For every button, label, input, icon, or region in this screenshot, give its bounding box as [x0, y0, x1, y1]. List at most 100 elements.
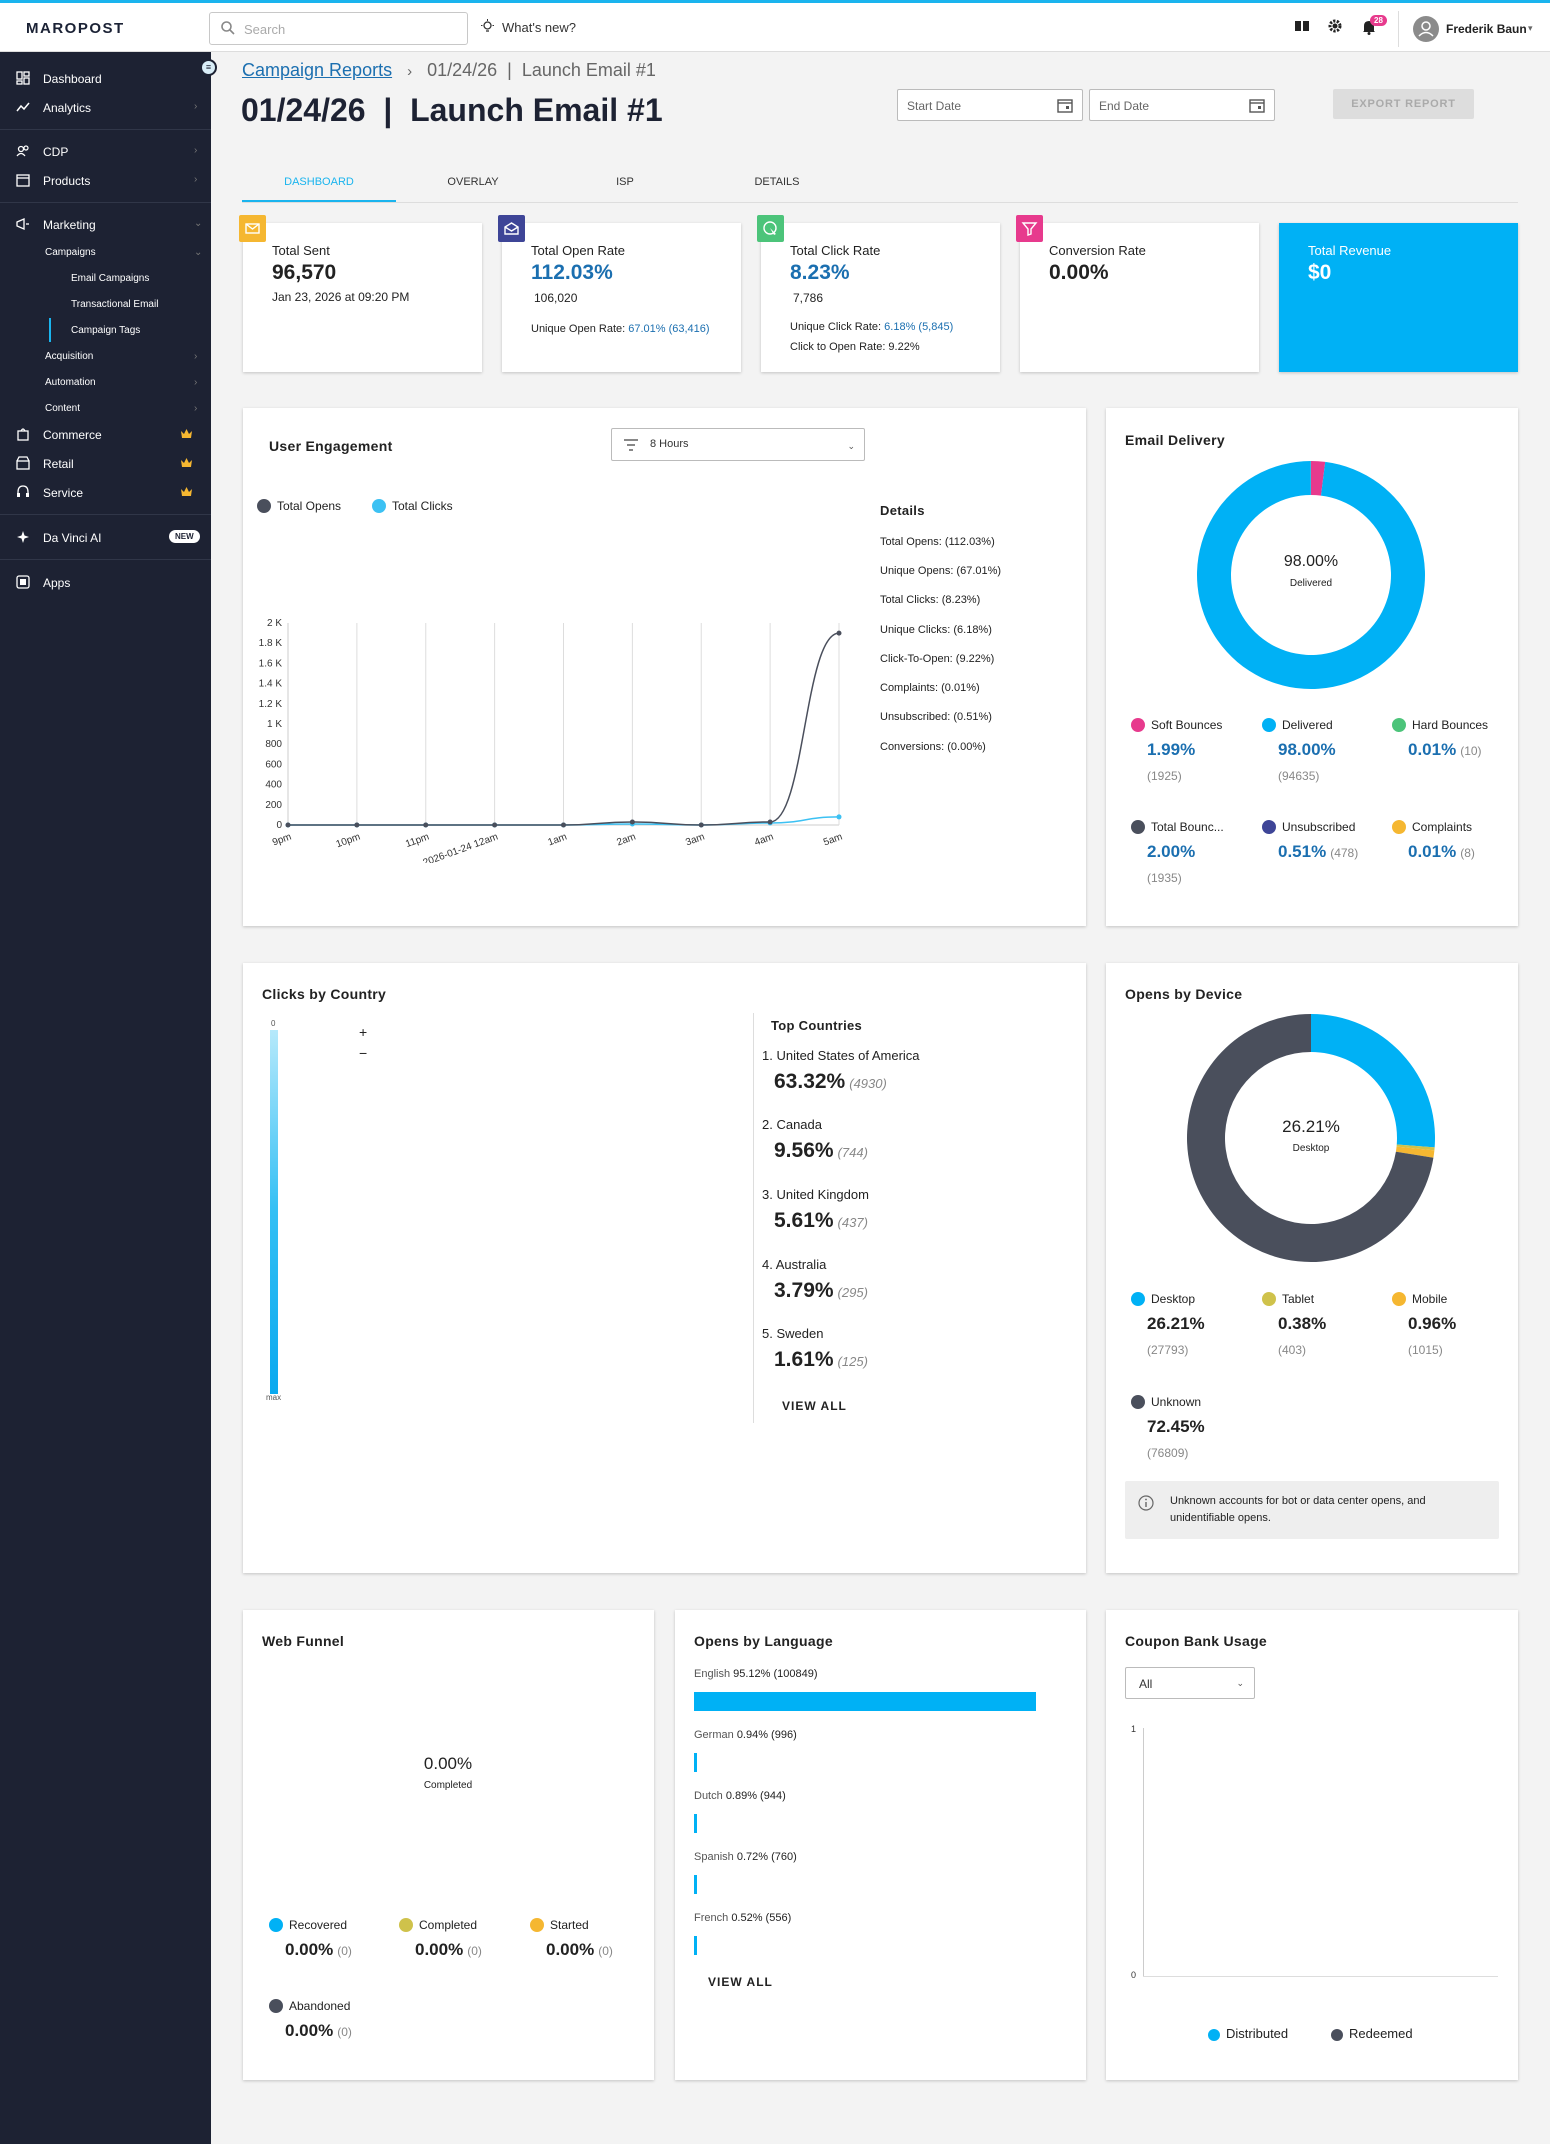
- country-item[interactable]: 4. Australia 3.79% (295): [762, 1257, 868, 1303]
- data-point[interactable]: [629, 819, 635, 825]
- stat-label-text: Complaints: [1412, 820, 1473, 834]
- country-item[interactable]: 3. United Kingdom 5.61% (437): [762, 1187, 869, 1233]
- sidebar: Dashboard Analytics › CDP › Products › M…: [0, 52, 211, 2144]
- legend-distributed[interactable]: Distributed: [1208, 2026, 1288, 2041]
- country-pct: 9.56%: [774, 1139, 834, 1162]
- stat-unknown[interactable]: Unknown 72.45% (76809): [1131, 1395, 1205, 1460]
- stat-hard-bounces[interactable]: Hard Bounces 0.01% (10): [1392, 718, 1488, 760]
- data-point[interactable]: [354, 822, 360, 828]
- stat-value-text: 0.96%: [1408, 1314, 1457, 1333]
- device-donut-chart[interactable]: [1186, 1013, 1436, 1263]
- stat-started[interactable]: Started 0.00% (0): [530, 1918, 613, 1960]
- engagement-line-chart[interactable]: 0 200 400 600 800 1 K 1.2 K 1.4 K 1.6 K 1.8 K 2 K 9…: [243, 593, 903, 863]
- stat-completed[interactable]: Completed 0.00% (0): [399, 1918, 482, 1960]
- data-point[interactable]: [767, 819, 773, 825]
- details-title: Details: [880, 503, 925, 518]
- country-item[interactable]: 1. United States of America 63.32% (4930): [762, 1048, 920, 1094]
- stat-complaints[interactable]: Complaints 0.01% (8): [1392, 820, 1475, 862]
- zoom-in-button[interactable]: +: [359, 1024, 368, 1040]
- breadcrumb-current: 01/24/26 | Launch Email #1: [427, 60, 656, 80]
- breadcrumb-link-campaign-reports[interactable]: Campaign Reports: [242, 60, 393, 80]
- time-range-select[interactable]: 8 Hours ⌄: [611, 428, 865, 461]
- sidebar-toggle-button[interactable]: ≡: [200, 59, 217, 76]
- stat-soft-bounces[interactable]: Soft Bounces 1.99% (1925): [1131, 718, 1222, 783]
- divider: [0, 514, 211, 515]
- country-item[interactable]: 2. Canada 9.56% (744): [762, 1117, 868, 1163]
- series-line[interactable]: [287, 632, 840, 826]
- donut-slice[interactable]: [1187, 1014, 1434, 1262]
- search-input[interactable]: Search: [209, 12, 468, 45]
- view-all-countries-button[interactable]: VIEW ALL: [782, 1399, 847, 1413]
- country-item[interactable]: 5. Sweden 1.61% (125): [762, 1326, 868, 1372]
- legend-total-clicks[interactable]: Total Clicks: [372, 499, 453, 513]
- donut-slice[interactable]: [1395, 1146, 1435, 1158]
- y-tick-label: 1.2 K: [259, 699, 283, 710]
- language-name: German: [694, 1729, 734, 1741]
- stat-abandoned[interactable]: Abandoned 0.00% (0): [269, 1999, 352, 2041]
- web-funnel-card: Web Funnel 0.00% Completed: [243, 1610, 654, 2080]
- y-tick-label: 1 K: [267, 719, 282, 730]
- stat-tablet[interactable]: Tablet 0.38% (403): [1262, 1292, 1326, 1357]
- stat-mobile[interactable]: Mobile 0.96% (1015): [1392, 1292, 1456, 1357]
- kpi-label: Total Sent: [272, 243, 330, 258]
- language-item[interactable]: German 0.94% (996): [694, 1729, 797, 1741]
- user-name[interactable]: Frederik Baun: [1446, 22, 1527, 36]
- whats-new-button[interactable]: What's new?: [480, 19, 576, 35]
- stat-delivered[interactable]: Delivered 98.00% (94635): [1262, 718, 1336, 783]
- language-item[interactable]: French 0.52% (556): [694, 1912, 791, 1924]
- end-date-field[interactable]: End Date: [1089, 89, 1275, 121]
- tab-details[interactable]: DETAILS: [754, 176, 800, 188]
- stat-unsubscribed[interactable]: Unsubscribed 0.51% (478): [1262, 820, 1358, 862]
- language-item[interactable]: Spanish 0.72% (760): [694, 1851, 797, 1863]
- notification-badge: 28: [1370, 15, 1387, 26]
- language-name: English: [694, 1668, 731, 1680]
- delivery-donut-chart[interactable]: [1196, 460, 1426, 690]
- language-bar: [694, 1692, 1036, 1711]
- tab-dashboard[interactable]: DASHBOARD: [284, 176, 354, 188]
- tab-overlay[interactable]: OVERLAY: [447, 176, 499, 188]
- data-point[interactable]: [285, 822, 291, 828]
- donut-slice[interactable]: [1311, 1014, 1435, 1148]
- stat-total-bounc[interactable]: Total Bounc... 2.00% (1935): [1131, 820, 1224, 885]
- coupon-bank-usage-card: Coupon Bank Usage All ⌄ 1 0 Distributed …: [1106, 1610, 1518, 2080]
- stat-value: 98.00%: [1278, 740, 1336, 760]
- kpi-value: 8.23%: [790, 261, 850, 284]
- stat-label-text: Desktop: [1151, 1292, 1196, 1306]
- kpi-note-click-to-open: Click to Open Rate: 9.22%: [790, 341, 920, 353]
- data-point[interactable]: [836, 630, 842, 636]
- data-point[interactable]: [836, 814, 842, 820]
- x-tick-label: 11pm: [404, 831, 431, 850]
- donut-slice[interactable]: [1197, 461, 1425, 689]
- donut-slice[interactable]: [1311, 461, 1326, 496]
- data-point[interactable]: [698, 822, 704, 828]
- stat-recovered[interactable]: Recovered 0.00% (0): [269, 1918, 352, 1960]
- language-item[interactable]: English 95.12% (100849): [694, 1668, 818, 1680]
- view-all-languages-button[interactable]: VIEW ALL: [708, 1975, 773, 1989]
- stat-desktop[interactable]: Desktop 26.21% (27793): [1131, 1292, 1205, 1357]
- unknown-info-box: Unknown accounts for bot or data center …: [1125, 1481, 1499, 1539]
- detail-conversions: Conversions: (0.00%): [880, 741, 986, 753]
- zoom-out-button[interactable]: −: [359, 1045, 368, 1061]
- donut-slice[interactable]: [1396, 1144, 1435, 1151]
- kpi-value: $0: [1308, 261, 1332, 284]
- data-point[interactable]: [492, 822, 498, 828]
- export-report-button[interactable]: EXPORT REPORT: [1333, 89, 1474, 119]
- start-date-field[interactable]: Start Date: [897, 89, 1083, 121]
- language-item[interactable]: Dutch 0.89% (944): [694, 1790, 786, 1802]
- tab-isp[interactable]: ISP: [616, 176, 634, 188]
- data-point[interactable]: [561, 822, 566, 828]
- user-icon: [1418, 21, 1434, 37]
- data-point[interactable]: [423, 822, 429, 828]
- language-bar: [694, 1814, 698, 1833]
- avatar[interactable]: [1413, 16, 1439, 42]
- sidebar-item-label: Transactional Email: [71, 299, 159, 310]
- stat-label-text: Unknown: [1151, 1395, 1202, 1409]
- kpi-total-sent: Total Sent 96,570 Jan 23, 2026 at 09:20 …: [239, 215, 482, 372]
- coupon-filter-select[interactable]: All ⌄: [1125, 1667, 1255, 1699]
- gear-icon[interactable]: [1327, 18, 1343, 34]
- legend-total-opens[interactable]: Total Opens: [257, 499, 341, 513]
- chevron-down-icon[interactable]: ▾: [1528, 23, 1533, 33]
- maropost-logo[interactable]: MAROPOST: [26, 20, 125, 37]
- legend-redeemed[interactable]: Redeemed: [1331, 2026, 1413, 2041]
- book-icon[interactable]: [1294, 19, 1310, 33]
